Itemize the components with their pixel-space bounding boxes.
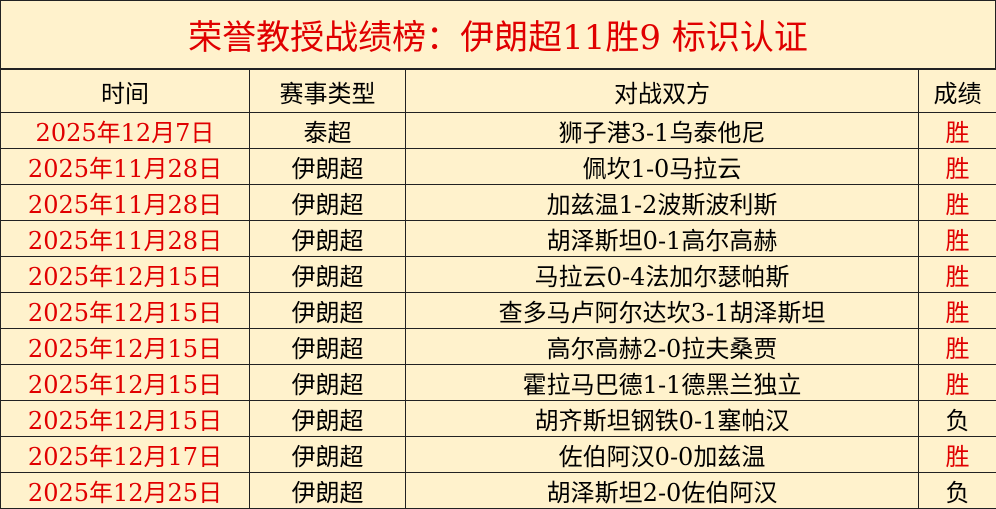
league-cell: 泰超 (249, 112, 406, 149)
date-cell: 2025年11月28日 (0, 148, 250, 185)
result-cell: 胜 (918, 328, 996, 365)
header-league: 赛事类型 (249, 69, 406, 113)
league-cell: 伊朗超 (249, 184, 406, 221)
table-header: 时间 赛事类型 对战双方 成绩 (0, 69, 996, 113)
result-cell: 胜 (918, 292, 996, 329)
match-cell: 狮子港3-1乌泰他尼 (405, 112, 919, 149)
result-cell: 胜 (918, 256, 996, 293)
league-cell: 伊朗超 (249, 148, 406, 185)
league-cell: 伊朗超 (249, 292, 406, 329)
match-cell: 胡齐斯坦钢铁0-1塞帕汉 (405, 400, 919, 437)
date-cell: 2025年12月7日 (0, 112, 250, 149)
league-cell: 伊朗超 (249, 328, 406, 365)
league-cell: 伊朗超 (249, 436, 406, 473)
match-cell: 霍拉马巴德1-1德黑兰独立 (405, 364, 919, 401)
date-cell: 2025年12月15日 (0, 364, 250, 401)
league-cell: 伊朗超 (249, 400, 406, 437)
table-row: 2025年11月28日 伊朗超 胡泽斯坦0-1高尔高赫胜 (0, 220, 996, 257)
page-title: 荣誉教授战绩榜：伊朗超11胜9 标识认证 (0, 0, 996, 69)
league-cell: 伊朗超 (249, 256, 406, 293)
date-cell: 2025年11月28日 (0, 220, 250, 257)
result-cell: 胜 (918, 364, 996, 401)
table-row: 2025年12月15日 伊朗超 高尔高赫2-0拉夫桑贾胜 (0, 328, 996, 365)
record-table: 时间 赛事类型 对战双方 成绩 2025年12月7日 泰超 狮子港3-1乌泰他尼胜 2… (0, 69, 996, 509)
date-cell: 2025年12月15日 (0, 292, 250, 329)
date-cell: 2025年12月17日 (0, 436, 250, 473)
date-cell: 2025年12月25日 (0, 472, 250, 509)
result-cell: 胜 (918, 220, 996, 257)
table-row: 2025年12月17日 伊朗超 佐伯阿汉0-0加兹温胜 (0, 436, 996, 473)
result-cell: 负 (918, 400, 996, 437)
header-match: 对战双方 (405, 69, 919, 113)
league-cell: 伊朗超 (249, 220, 406, 257)
match-cell: 佩坎1-0马拉云 (405, 148, 919, 185)
match-cell: 查多马卢阿尔达坎3-1胡泽斯坦 (405, 292, 919, 329)
result-cell: 负 (918, 472, 996, 509)
match-cell: 高尔高赫2-0拉夫桑贾 (405, 328, 919, 365)
header-result: 成绩 (918, 69, 996, 113)
table-row: 2025年12月7日 泰超 狮子港3-1乌泰他尼胜 (0, 112, 996, 149)
table-row: 2025年11月28日 伊朗超 佩坎1-0马拉云胜 (0, 148, 996, 185)
date-cell: 2025年11月28日 (0, 184, 250, 221)
date-cell: 2025年12月15日 (0, 400, 250, 437)
table-row: 2025年12月15日 伊朗超 胡齐斯坦钢铁0-1塞帕汉负 (0, 400, 996, 437)
match-cell: 胡泽斯坦2-0佐伯阿汉 (405, 472, 919, 509)
table-row: 2025年12月25日 伊朗超 胡泽斯坦2-0佐伯阿汉负 (0, 472, 996, 509)
table-row: 2025年12月15日 伊朗超 查多马卢阿尔达坎3-1胡泽斯坦胜 (0, 292, 996, 329)
match-cell: 佐伯阿汉0-0加兹温 (405, 436, 919, 473)
result-cell: 胜 (918, 184, 996, 221)
header-time: 时间 (0, 69, 250, 113)
date-cell: 2025年12月15日 (0, 256, 250, 293)
table-row: 2025年12月15日 伊朗超 马拉云0-4法加尔瑟帕斯胜 (0, 256, 996, 293)
date-cell: 2025年12月15日 (0, 328, 250, 365)
table-row: 2025年11月28日 伊朗超 加兹温1-2波斯波利斯胜 (0, 184, 996, 221)
result-cell: 胜 (918, 148, 996, 185)
match-cell: 马拉云0-4法加尔瑟帕斯 (405, 256, 919, 293)
league-cell: 伊朗超 (249, 472, 406, 509)
league-cell: 伊朗超 (249, 364, 406, 401)
match-cell: 胡泽斯坦0-1高尔高赫 (405, 220, 919, 257)
table-row: 2025年12月15日 伊朗超 霍拉马巴德1-1德黑兰独立胜 (0, 364, 996, 401)
result-cell: 胜 (918, 436, 996, 473)
result-cell: 胜 (918, 112, 996, 149)
match-cell: 加兹温1-2波斯波利斯 (405, 184, 919, 221)
